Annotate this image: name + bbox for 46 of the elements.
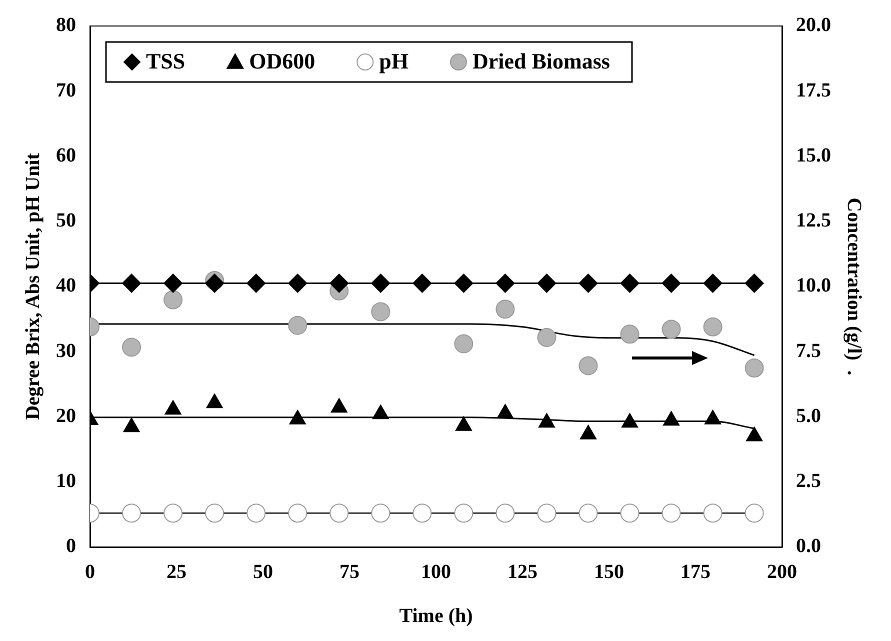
- point: [662, 320, 681, 339]
- x-tick-label: 100: [421, 561, 451, 584]
- legend-label: TSS: [146, 48, 186, 74]
- y-tick-label: 50: [56, 210, 76, 232]
- y2-tick-label: 10.0: [796, 274, 831, 297]
- point: [164, 290, 183, 310]
- x-tick-label: 150: [594, 561, 624, 584]
- legend-label: pH: [379, 48, 409, 74]
- y2-tick-label: 12.5: [796, 210, 831, 232]
- x-tick-label: 0: [85, 561, 95, 584]
- y-axis-title: Degree Brix, Abs Unit, pH Unit: [22, 152, 44, 420]
- y-tick-label: 10: [56, 470, 76, 492]
- y-tick-label: 60: [56, 144, 76, 166]
- y2-tick-label: 0.0: [796, 535, 821, 558]
- point: [744, 358, 764, 378]
- point: [122, 338, 142, 357]
- x-tick-label: 25: [166, 561, 186, 584]
- point: [578, 356, 598, 376]
- legend-label: Dried Biomass: [472, 48, 610, 74]
- x-axis-title: Time (h): [399, 605, 473, 628]
- point: [537, 328, 556, 348]
- legend-label: OD600: [249, 48, 316, 74]
- y-tick-label: 30: [56, 340, 76, 362]
- point: [371, 302, 390, 322]
- y2-tick-label: 17.5: [796, 79, 831, 102]
- y2-tick-label: 15.0: [796, 144, 831, 166]
- x-tick-label: 75: [340, 561, 360, 584]
- y2-tick-label: 20.0: [796, 14, 831, 36]
- x-tick-label: 50: [253, 561, 273, 584]
- y-tick-label: 0: [66, 535, 76, 558]
- x-tick-label: 200: [767, 561, 797, 584]
- point: [454, 334, 474, 354]
- y2-tick-label: 5.0: [796, 404, 821, 427]
- y-tick-label: 40: [56, 274, 76, 297]
- y2-tick-label: 2.5: [796, 470, 821, 492]
- y2-axis-title: Concentration (g/l) .: [842, 198, 865, 376]
- x-tick-label: 175: [680, 561, 710, 584]
- y-tick-label: 80: [56, 14, 76, 36]
- y2-tick-label: 7.5: [796, 340, 821, 362]
- y-tick-label: 20: [56, 404, 76, 427]
- point: [288, 316, 308, 335]
- point: [496, 300, 515, 319]
- point: [620, 324, 640, 344]
- x-tick-label: 125: [508, 561, 538, 584]
- y-tick-label: 70: [56, 79, 76, 102]
- point: [703, 317, 722, 336]
